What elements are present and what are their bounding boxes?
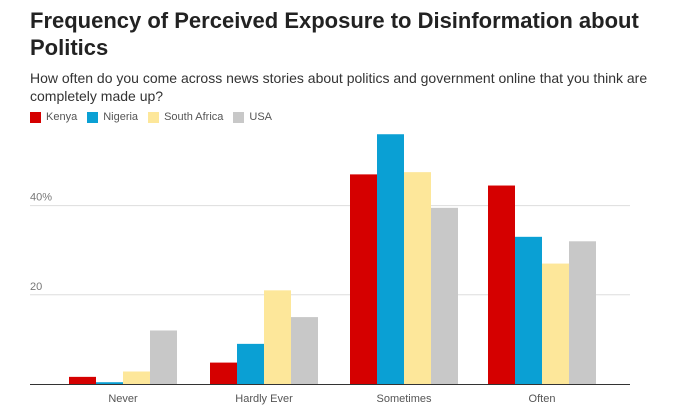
bar-usa-never xyxy=(150,330,177,384)
x-tick-label: Sometimes xyxy=(376,393,432,405)
legend: Kenya Nigeria South Africa USA xyxy=(30,111,282,123)
bar-nigeria-hardly-ever xyxy=(237,343,264,384)
legend-swatch xyxy=(30,111,41,123)
chart-title: Frequency of Perceived Exposure to Disin… xyxy=(30,8,639,60)
bar-south-africa-sometimes xyxy=(404,172,431,384)
bar-south-africa-often xyxy=(542,263,569,384)
bar-south-africa-hardly-ever xyxy=(264,290,291,384)
bar-usa-hardly-ever xyxy=(291,317,318,384)
legend-item: USA xyxy=(233,111,272,123)
legend-label: South Africa xyxy=(164,111,224,123)
bar-kenya-hardly-ever xyxy=(210,362,237,384)
bar-kenya-sometimes xyxy=(350,174,377,384)
y-tick-label: 40% xyxy=(30,192,52,204)
bar-nigeria-often xyxy=(515,236,542,384)
bar-usa-often xyxy=(569,241,596,384)
bar-nigeria-never xyxy=(96,382,123,384)
bar-south-africa-never xyxy=(123,371,150,384)
legend-item: South Africa xyxy=(148,111,223,123)
legend-item: Nigeria xyxy=(87,111,138,123)
bar-usa-sometimes xyxy=(431,207,458,384)
legend-swatch xyxy=(233,111,245,123)
bar-kenya-often xyxy=(488,185,515,384)
x-tick-label: Hardly Ever xyxy=(235,393,293,405)
legend-label: Nigeria xyxy=(103,111,139,123)
legend-label: USA xyxy=(249,111,273,123)
bar-kenya-never xyxy=(69,376,96,384)
legend-swatch xyxy=(87,111,99,123)
y-tick-label: 20 xyxy=(30,281,42,293)
legend-item: Kenya xyxy=(30,111,77,123)
legend-swatch xyxy=(148,111,160,123)
bar-nigeria-sometimes xyxy=(377,134,404,384)
legend-label: Kenya xyxy=(46,111,78,123)
x-tick-label: Never xyxy=(108,393,138,405)
chart-subtitle: How often do you come across news storie… xyxy=(30,70,648,104)
x-tick-label: Often xyxy=(529,393,556,405)
